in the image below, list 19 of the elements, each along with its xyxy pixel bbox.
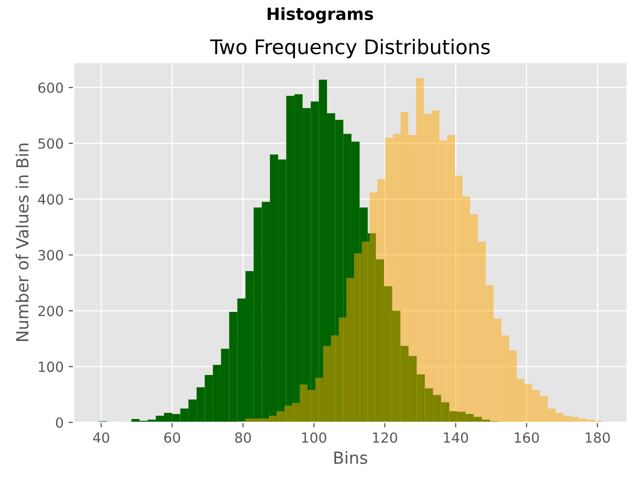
y-tick-label: 100 <box>38 362 63 372</box>
y-tick-label: 300 <box>38 250 63 260</box>
x-tick-label: 60 <box>164 432 180 443</box>
y-axis-title: Number of Values in Bin <box>16 144 29 342</box>
y-tick-label: 600 <box>38 82 63 93</box>
x-tick-label: 180 <box>586 432 610 443</box>
x-tick-label: 140 <box>444 432 468 443</box>
x-tick-label: 100 <box>302 432 326 443</box>
x-tick-label: 80 <box>235 432 251 443</box>
x-tick-label: 40 <box>93 432 110 443</box>
y-tick-label: 400 <box>38 194 63 205</box>
x-tick-label: 160 <box>514 432 539 443</box>
y-tick-label: 200 <box>38 306 63 316</box>
y-tick-label: 0 <box>56 417 63 428</box>
y-tick-label: 500 <box>38 138 63 149</box>
x-axis-title: Bins <box>334 451 368 464</box>
chart-subtitle: Histograms <box>268 7 374 24</box>
x-tick-label: 120 <box>373 432 398 443</box>
chart-title: Two Frequency Distributions <box>210 38 490 58</box>
